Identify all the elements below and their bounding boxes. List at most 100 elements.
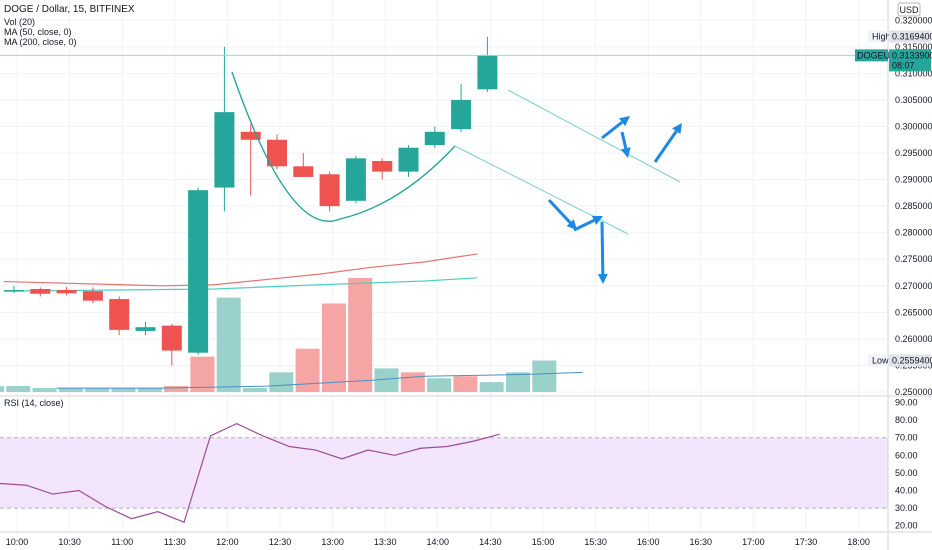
candle[interactable]: [109, 296, 130, 336]
time-tick-label: 14:00: [427, 537, 450, 547]
volume-ma-line: [56, 371, 583, 389]
rsi-tick-label: 30.00: [895, 503, 918, 513]
rsi-guide-lines: [0, 437, 888, 509]
price-tick-label: 0.29000000: [895, 175, 932, 185]
ma50-line: [3, 253, 478, 287]
candle[interactable]: [56, 286, 77, 296]
legend-volume: Vol (20): [4, 17, 35, 27]
price-tick-label: 0.26500000: [895, 307, 932, 317]
arrow-marker[interactable]: [547, 198, 577, 230]
rsi-line-path: [0, 422, 500, 524]
time-tick-label: 14:30: [479, 537, 502, 547]
volume-bar: [532, 360, 557, 392]
volume-bar: [506, 372, 530, 392]
candle[interactable]: [188, 187, 209, 355]
rsi-line: [0, 422, 500, 524]
time-tick-label: 12:00: [216, 537, 239, 547]
candle-body: [293, 166, 314, 177]
candle[interactable]: [82, 287, 103, 304]
volume-bar: [479, 382, 504, 392]
candle-body: [109, 299, 130, 330]
time-tick-label: 10:30: [58, 537, 81, 547]
rsi-tick-label: 80.00: [895, 415, 918, 425]
candle-body: [319, 174, 340, 207]
time-tick-label: 10:00: [6, 537, 29, 547]
trend-line-upper[interactable]: [507, 89, 681, 183]
time-tick-label: 18:00: [847, 537, 870, 547]
candle[interactable]: [4, 285, 24, 294]
time-tick-label: 17:30: [795, 537, 818, 547]
candle-body: [267, 139, 287, 167]
candle[interactable]: [214, 46, 235, 212]
volume-bar: [295, 348, 320, 392]
arrow-marker[interactable]: [620, 131, 631, 158]
price-tick-label: 0.27500000: [895, 254, 932, 264]
price-tick-label: 0.32000000: [895, 15, 932, 25]
candle-body: [477, 55, 498, 90]
candle-body: [135, 327, 156, 331]
volume-bar: [6, 386, 31, 392]
candle[interactable]: [135, 321, 156, 336]
candle-body: [372, 161, 393, 172]
candle[interactable]: [293, 153, 314, 177]
candle-body: [451, 99, 472, 130]
arrow-marker[interactable]: [653, 123, 682, 163]
candle[interactable]: [398, 145, 419, 177]
arrow-marker[interactable]: [573, 215, 603, 232]
svg-text:0.25594000: 0.25594000: [892, 355, 932, 365]
rsi-tick-label: 60.00: [895, 450, 918, 460]
ma200-line: [3, 277, 478, 292]
volume-bar: [190, 356, 215, 392]
volume-bar: [164, 386, 189, 392]
candle-body: [82, 291, 103, 301]
drawing-tools[interactable]: [231, 71, 682, 284]
arrow-marker[interactable]: [597, 221, 608, 284]
price-tick-label: 0.26000000: [895, 334, 932, 344]
candle[interactable]: [319, 171, 340, 212]
candle[interactable]: [267, 134, 287, 169]
candle-body: [398, 147, 419, 172]
moving-averages: [3, 253, 478, 292]
price-tick-label: 0.30500000: [895, 95, 932, 105]
svg-text:Low: Low: [872, 355, 889, 365]
time-tick-label: 15:30: [584, 537, 607, 547]
volume-bar: [216, 297, 241, 392]
volume-bar: [269, 372, 294, 392]
arrow-marker[interactable]: [601, 116, 630, 140]
candle[interactable]: [161, 324, 182, 366]
candle-body: [424, 131, 445, 146]
price-tick-label: 0.25000000: [895, 387, 932, 397]
volume-bar: [58, 388, 83, 392]
currency-label: USD: [899, 5, 919, 15]
candlesticks[interactable]: [4, 36, 498, 366]
rsi-tick-label: 20.00: [895, 521, 918, 531]
legend-ma200: MA (200, close, 0): [4, 37, 77, 47]
price-tick-label: 0.30000000: [895, 121, 932, 131]
rsi-band: [0, 437, 888, 509]
currency-badge[interactable]: [897, 2, 921, 17]
volume-bar: [32, 388, 57, 392]
time-axis[interactable]: 10:00 10:30 11:00 11:30 12:00 12:30 13:00 13:30…: [6, 537, 870, 547]
rsi-axis[interactable]: 90.00 80.00 70.00 60.00 50.00 40.00 30.00 20.00: [895, 398, 918, 531]
time-tick-label: 11:30: [164, 537, 186, 547]
candle[interactable]: [477, 36, 498, 92]
time-tick-label: 13:30: [374, 537, 397, 547]
candle[interactable]: [30, 287, 51, 297]
legend-ma50: MA (50, close, 0): [4, 27, 72, 37]
time-tick-label: 15:00: [532, 537, 555, 547]
rsi-title: RSI (14, close): [4, 398, 64, 408]
candle[interactable]: [372, 158, 393, 180]
candle[interactable]: [424, 126, 445, 148]
candle-body: [345, 158, 366, 201]
candle[interactable]: [240, 123, 261, 196]
candle[interactable]: [451, 84, 472, 132]
candle[interactable]: [345, 155, 366, 204]
cup-pattern-curve[interactable]: [231, 71, 456, 222]
price-axis[interactable]: 0.32000000 0.31500000 0.31000000 0.30500000…: [895, 15, 932, 397]
volume-bar: [427, 378, 452, 392]
